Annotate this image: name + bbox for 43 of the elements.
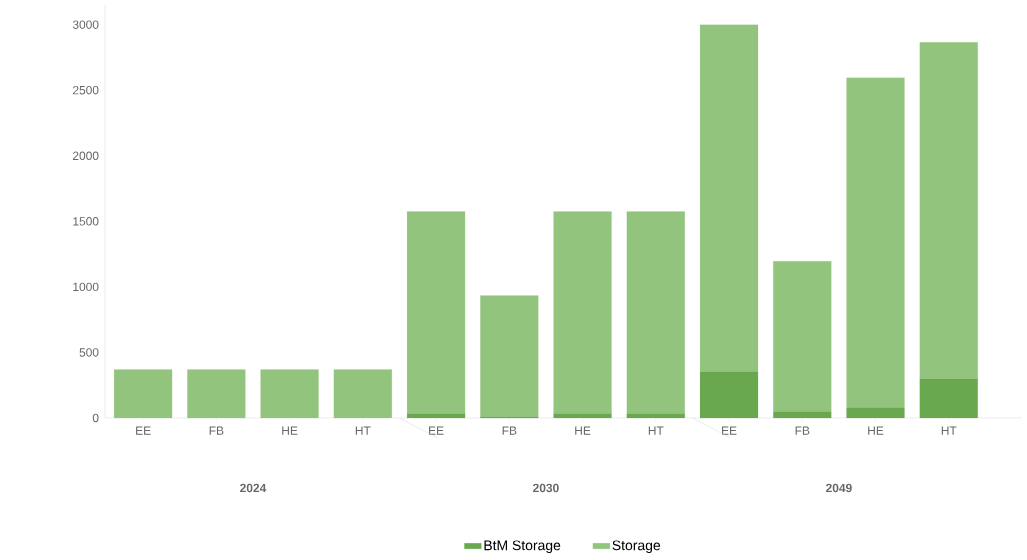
bar (773, 411, 832, 419)
bar (919, 378, 978, 419)
text: 2024 (240, 483, 267, 493)
bar (626, 211, 685, 414)
text: 2030 (533, 483, 559, 493)
bar (699, 372, 759, 419)
x-tick-label: HT (648, 426, 664, 435)
y-tick-label: 2000 (72, 151, 99, 160)
x-tick-label: HT (941, 426, 957, 435)
legend-label: Storage (612, 540, 661, 554)
x-tick-label: HT (355, 426, 371, 435)
text: 2049 (826, 483, 852, 493)
bar (773, 261, 832, 412)
bar (699, 24, 759, 373)
x-tick-label: EE (722, 426, 737, 435)
x-tick-label: EE (136, 426, 151, 435)
x-tick-label: HE (575, 426, 591, 435)
x-tick-label: FB (502, 426, 517, 435)
legend-label: BtM Storage (484, 540, 561, 554)
y-tick-label: 500 (79, 348, 99, 357)
y-tick-label: 1500 (73, 217, 99, 226)
bar (919, 42, 978, 379)
y-tick-label: 1000 (73, 282, 99, 292)
y-tick-label: 0 (92, 413, 99, 423)
bar (114, 369, 173, 419)
x-tick-label: HE (282, 426, 298, 435)
x-tick-label: HE (868, 426, 884, 435)
bar (260, 369, 319, 419)
bar (846, 77, 905, 408)
bar (553, 413, 612, 419)
bar (407, 413, 466, 419)
x-tick-label: FB (209, 426, 224, 435)
y-tick-label: 2500 (72, 85, 99, 95)
bar (407, 211, 466, 415)
bar (553, 211, 612, 414)
bar (846, 407, 905, 419)
x-tick-label: FB (795, 426, 810, 435)
bar (333, 369, 392, 419)
bar (626, 413, 685, 419)
bar (480, 295, 539, 417)
y-tick-label: 3000 (72, 20, 99, 29)
x-tick-label: EE (429, 426, 444, 435)
bar (187, 369, 246, 419)
